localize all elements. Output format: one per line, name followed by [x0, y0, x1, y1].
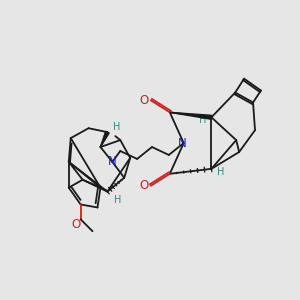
Text: O: O — [71, 218, 80, 231]
Text: H: H — [112, 122, 120, 132]
Text: N: N — [178, 136, 187, 150]
Polygon shape — [100, 131, 109, 147]
Text: O: O — [140, 179, 149, 192]
Text: H: H — [217, 167, 224, 177]
Text: H: H — [114, 194, 121, 205]
Text: H: H — [199, 115, 206, 125]
Text: N: N — [108, 155, 117, 168]
Text: O: O — [140, 94, 149, 107]
Polygon shape — [170, 112, 212, 119]
